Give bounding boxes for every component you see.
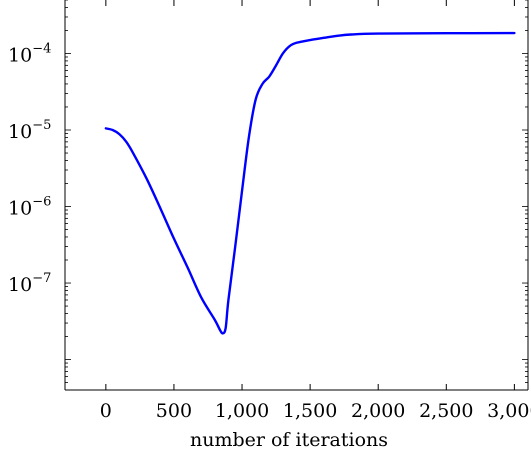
y-tick-label: 10−5 — [8, 118, 51, 143]
series-line — [104, 31, 516, 335]
x-tick-label: 2,000 — [351, 400, 405, 422]
x-tick-label: 500 — [156, 400, 192, 422]
x-tick-label: 3,000 — [487, 400, 531, 422]
y-tick-label: 10−4 — [8, 41, 51, 66]
plot-frame — [64, 0, 529, 391]
x-tick-label: 0 — [100, 400, 112, 422]
y-axis-ticks: 10−4 10−5 10−6 10−7 — [8, 0, 528, 391]
y-tick-label: 10−6 — [8, 195, 51, 220]
x-tick-label: 2,500 — [419, 400, 473, 422]
x-tick-label: 1,500 — [283, 400, 337, 422]
x-axis-ticks: 0 500 1,000 1,500 2,000 2,500 3,000 — [100, 0, 531, 422]
x-axis-title: number of iterations — [190, 429, 388, 451]
x-tick-label: 1,000 — [215, 400, 269, 422]
series-layer — [104, 31, 516, 335]
y-tick-label: 10−7 — [8, 271, 51, 296]
